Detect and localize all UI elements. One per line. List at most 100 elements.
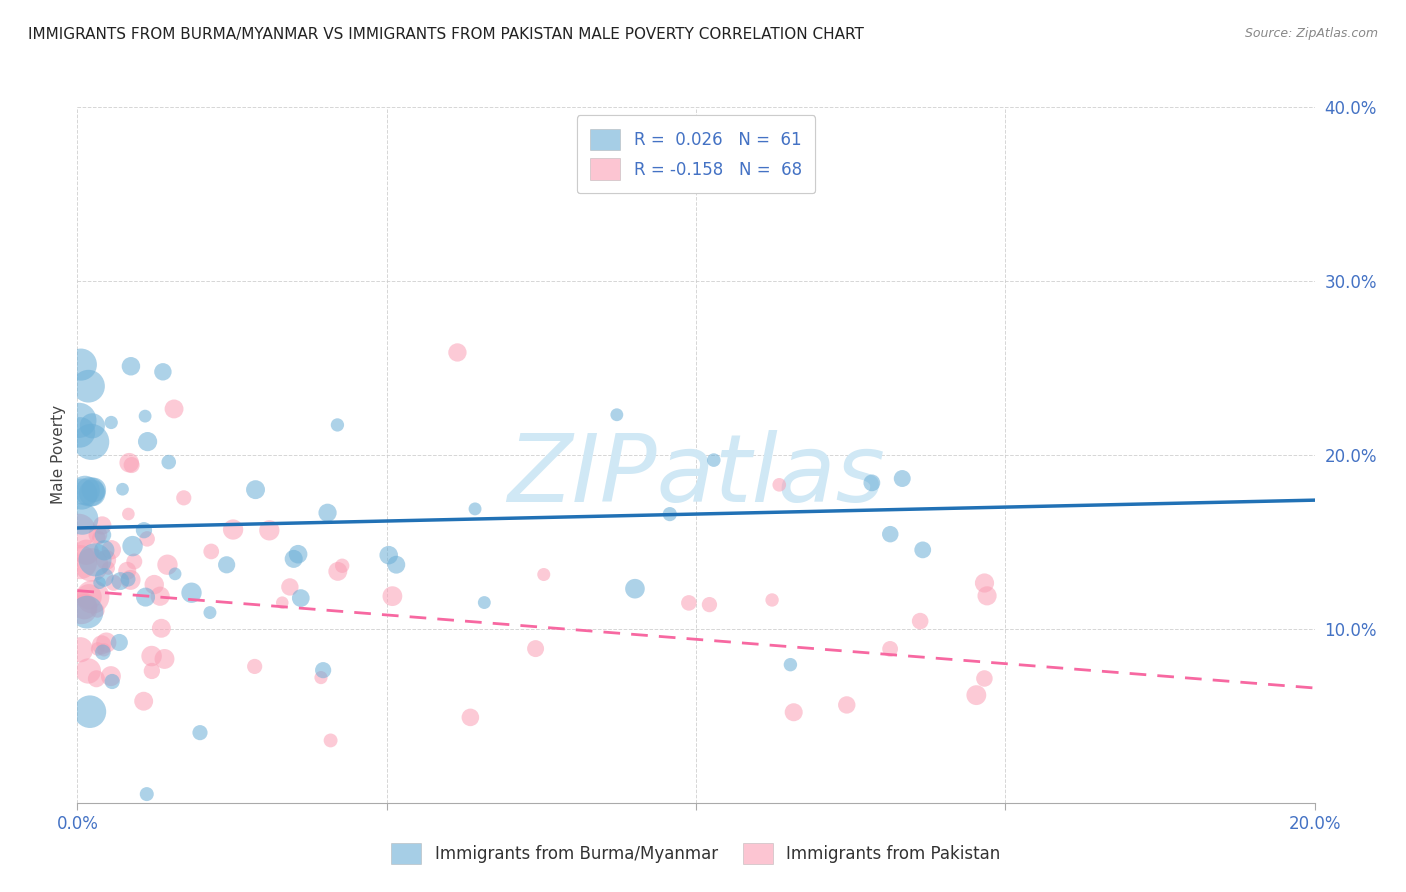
Text: Source: ZipAtlas.com: Source: ZipAtlas.com: [1244, 27, 1378, 40]
Point: [761, 593, 783, 607]
Point: [80, 558, 103, 572]
Point: [976, 589, 998, 603]
Point: [80, 434, 103, 449]
Point: [165, 566, 187, 581]
Point: [84, 553, 107, 567]
Point: [103, 575, 125, 590]
Point: [70, 601, 93, 615]
Point: [243, 659, 266, 673]
Point: [79, 705, 101, 719]
Point: [120, 573, 142, 587]
Point: [111, 482, 134, 496]
Point: [82, 590, 104, 604]
Point: [860, 475, 883, 490]
Point: [779, 657, 801, 672]
Point: [132, 523, 155, 537]
Point: [783, 705, 806, 719]
Point: [101, 674, 124, 689]
Point: [136, 434, 159, 449]
Point: [891, 471, 914, 485]
Point: [121, 458, 143, 472]
Point: [93, 570, 115, 584]
Point: [911, 542, 934, 557]
Point: [624, 582, 647, 596]
Point: [524, 641, 547, 656]
Point: [464, 502, 486, 516]
Point: [446, 345, 468, 359]
Point: [290, 591, 312, 605]
Point: [381, 589, 404, 603]
Point: [180, 585, 202, 599]
Point: [117, 507, 139, 521]
Point: [153, 652, 176, 666]
Point: [316, 506, 339, 520]
Point: [82, 486, 104, 500]
Point: [121, 539, 143, 553]
Point: [141, 664, 163, 678]
Point: [768, 478, 790, 492]
Point: [326, 417, 349, 432]
Point: [152, 365, 174, 379]
Point: [143, 577, 166, 591]
Point: [835, 698, 858, 712]
Point: [533, 567, 555, 582]
Point: [70, 487, 93, 501]
Point: [222, 523, 245, 537]
Point: [69, 642, 91, 657]
Point: [472, 596, 495, 610]
Y-axis label: Male Poverty: Male Poverty: [51, 405, 66, 505]
Point: [117, 572, 139, 586]
Point: [77, 664, 100, 678]
Point: [312, 663, 335, 677]
Point: [287, 547, 309, 561]
Point: [118, 456, 141, 470]
Point: [100, 416, 122, 430]
Point: [91, 528, 114, 542]
Point: [134, 409, 156, 424]
Point: [67, 413, 90, 427]
Point: [215, 558, 238, 572]
Point: [149, 589, 172, 603]
Point: [141, 649, 163, 664]
Point: [124, 554, 146, 568]
Point: [82, 418, 104, 433]
Point: [173, 491, 195, 505]
Point: [108, 635, 131, 649]
Point: [460, 710, 482, 724]
Point: [73, 599, 96, 614]
Point: [77, 590, 100, 604]
Point: [87, 527, 110, 541]
Point: [67, 524, 90, 538]
Legend: Immigrants from Burma/Myanmar, Immigrants from Pakistan: Immigrants from Burma/Myanmar, Immigrant…: [385, 837, 1007, 871]
Point: [377, 548, 399, 562]
Point: [678, 596, 700, 610]
Point: [198, 606, 221, 620]
Point: [87, 531, 110, 545]
Point: [965, 688, 987, 702]
Point: [69, 425, 91, 440]
Text: ZIPatlas: ZIPatlas: [508, 430, 884, 521]
Point: [309, 671, 332, 685]
Point: [110, 574, 132, 588]
Point: [90, 638, 112, 652]
Point: [188, 725, 211, 739]
Point: [135, 787, 157, 801]
Point: [135, 590, 157, 604]
Point: [326, 565, 349, 579]
Point: [76, 605, 98, 619]
Point: [157, 455, 180, 469]
Point: [163, 401, 186, 416]
Point: [100, 669, 122, 683]
Point: [77, 379, 100, 393]
Point: [278, 580, 301, 594]
Point: [699, 598, 721, 612]
Point: [259, 524, 281, 538]
Point: [86, 604, 108, 618]
Point: [132, 694, 155, 708]
Point: [973, 576, 995, 591]
Point: [73, 483, 96, 498]
Point: [70, 358, 93, 372]
Point: [973, 672, 995, 686]
Point: [94, 553, 117, 567]
Point: [91, 645, 114, 659]
